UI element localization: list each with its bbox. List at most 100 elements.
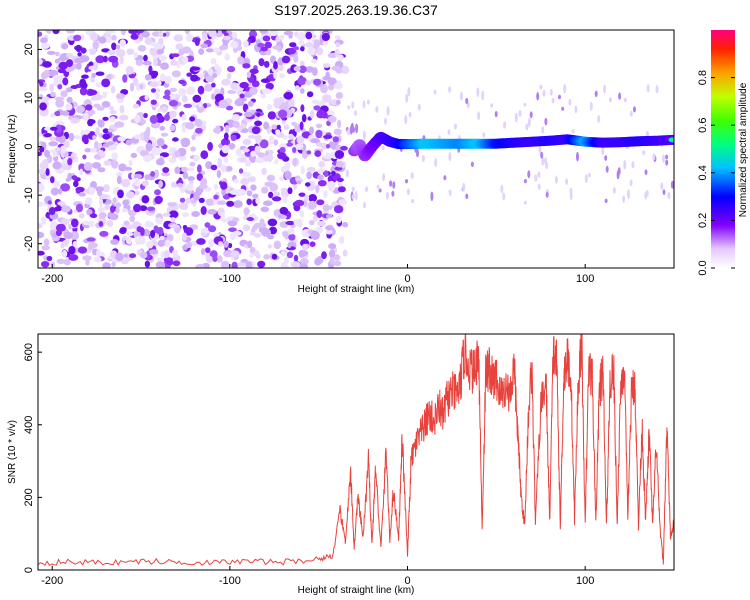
noise-speckle [325,225,334,231]
noise-speckle [254,145,261,154]
noise-speckle [102,184,110,193]
noise-speckle [38,93,44,100]
noise-speckle [333,128,342,136]
noise-speckle [417,103,421,111]
noise-speckle [271,124,278,130]
noise-speckle [247,134,257,139]
noise-speckle [331,171,336,176]
noise-speckle [631,161,635,169]
noise-speckle [103,160,112,166]
noise-speckle [54,110,61,117]
noise-speckle [63,258,71,266]
noise-speckle [260,206,270,213]
noise-speckle [155,158,165,166]
noise-speckle [310,231,320,240]
noise-speckle [38,31,43,37]
noise-speckle [265,49,271,56]
noise-speckle [150,99,157,105]
noise-speckle [86,209,93,216]
noise-speckle [92,94,103,101]
noise-speckle [153,58,158,67]
noise-speckle [298,65,307,74]
noise-speckle [568,98,572,106]
noise-speckle [224,124,230,133]
noise-speckle [275,129,281,135]
noise-speckle [153,225,159,233]
noise-speckle [88,109,96,115]
noise-speckle [133,52,138,59]
noise-speckle [386,106,390,116]
noise-speckle [146,250,151,260]
noise-speckle [288,233,296,241]
spectrogram-x-tick-label: 0 [404,273,410,285]
noise-speckle [121,208,129,213]
noise-speckle [258,58,265,67]
noise-speckle [335,92,344,99]
noise-speckle [328,184,336,192]
noise-speckle [163,250,170,259]
noise-speckle [77,246,88,254]
noise-speckle [255,197,261,205]
noise-speckle [150,229,156,239]
noise-speckle [122,199,130,207]
noise-speckle [313,39,321,48]
noise-speckle [108,55,119,63]
noise-speckle [55,229,63,237]
noise-speckle [268,30,279,37]
noise-speckle [323,134,333,139]
noise-speckle [185,122,195,130]
noise-speckle [97,149,104,156]
noise-speckle [134,114,141,124]
noise-speckle [280,187,288,192]
spectrogram-y-axis: -20 -10 0 10 20 [23,43,42,252]
noise-speckle [59,110,70,116]
noise-speckle [247,100,254,107]
noise-speckle [133,134,142,140]
noise-speckle [259,139,269,149]
spectrogram-y-tick-label: -20 [23,236,35,252]
noise-speckle [191,134,196,141]
noise-speckle [205,48,215,53]
noise-speckle [46,50,56,55]
noise-speckle [220,138,231,147]
noise-speckle [162,167,170,173]
noise-speckle [126,237,132,245]
noise-speckle [133,77,139,87]
noise-speckle [97,206,105,213]
noise-speckle [266,155,272,161]
noise-speckle [335,42,341,48]
noise-speckle [164,239,171,248]
colorbar-tick-label: 0.4 [697,165,709,180]
noise-speckle [154,189,161,196]
noise-speckle [325,214,333,219]
noise-speckle [574,105,578,114]
noise-speckle [165,260,175,266]
noise-speckle [38,58,43,66]
noise-speckle [105,30,116,34]
noise-speckle [389,180,393,187]
noise-speckle [233,200,243,208]
noise-speckle [347,128,350,136]
noise-speckle [271,196,282,202]
noise-speckle [604,198,608,203]
noise-speckle [351,186,355,192]
noise-speckle [185,197,191,205]
noise-speckle [230,40,239,49]
noise-speckle [267,244,272,249]
noise-speckle [341,65,350,75]
noise-speckle [190,74,199,82]
noise-speckle [169,87,178,93]
snr-frame [37,333,675,571]
noise-speckle [310,138,320,144]
noise-speckle [172,260,181,267]
noise-speckle [261,167,267,175]
noise-speckle [347,105,351,110]
noise-speckle [244,159,251,167]
noise-speckle [198,197,205,203]
noise-speckle [297,76,307,86]
snr-panel: -200 -100 0 100 0 200 400 600 Height of straig… [7,333,675,596]
noise-speckle [294,124,301,133]
noise-speckle [223,240,229,248]
noise-speckle [202,32,208,42]
carrier-core [668,137,674,143]
